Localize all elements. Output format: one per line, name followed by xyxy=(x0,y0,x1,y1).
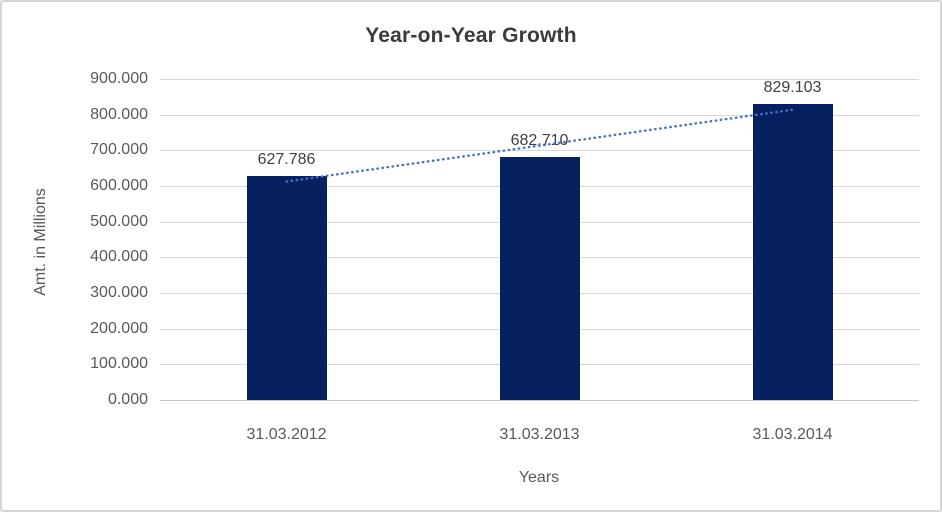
y-tick-label: 500.000 xyxy=(90,212,148,230)
x-tick-label: 31.03.2014 xyxy=(752,426,833,443)
y-tick-label: 800.000 xyxy=(90,105,148,123)
bar-value-label: 627.786 xyxy=(257,151,316,169)
bar xyxy=(752,104,833,400)
x-axis-title: Years xyxy=(518,469,560,486)
y-axis-title: Amt. in Millions xyxy=(32,188,49,296)
y-tick-label: 0.000 xyxy=(107,391,148,408)
y-tick-label: 200.000 xyxy=(90,319,148,337)
x-tick-label: 31.03.2012 xyxy=(246,426,327,443)
bar-value-label: 682.710 xyxy=(510,131,569,149)
y-tick-label: 600.000 xyxy=(90,177,148,194)
x-axis-line xyxy=(160,400,919,401)
y-tick-label: 100.000 xyxy=(90,355,148,373)
chart-title: Year-on-Year Growth xyxy=(365,24,577,47)
y-tick-label: 400.000 xyxy=(90,248,148,266)
gridline xyxy=(160,79,919,80)
y-tick-label: 700.000 xyxy=(90,141,148,159)
y-tick-label: 900.000 xyxy=(90,70,148,87)
x-tick-label: 31.03.2013 xyxy=(499,426,580,443)
bar-value-label: 829.103 xyxy=(763,79,822,97)
y-tick-label: 300.000 xyxy=(90,284,148,301)
bar xyxy=(499,156,580,400)
bar xyxy=(246,176,327,400)
